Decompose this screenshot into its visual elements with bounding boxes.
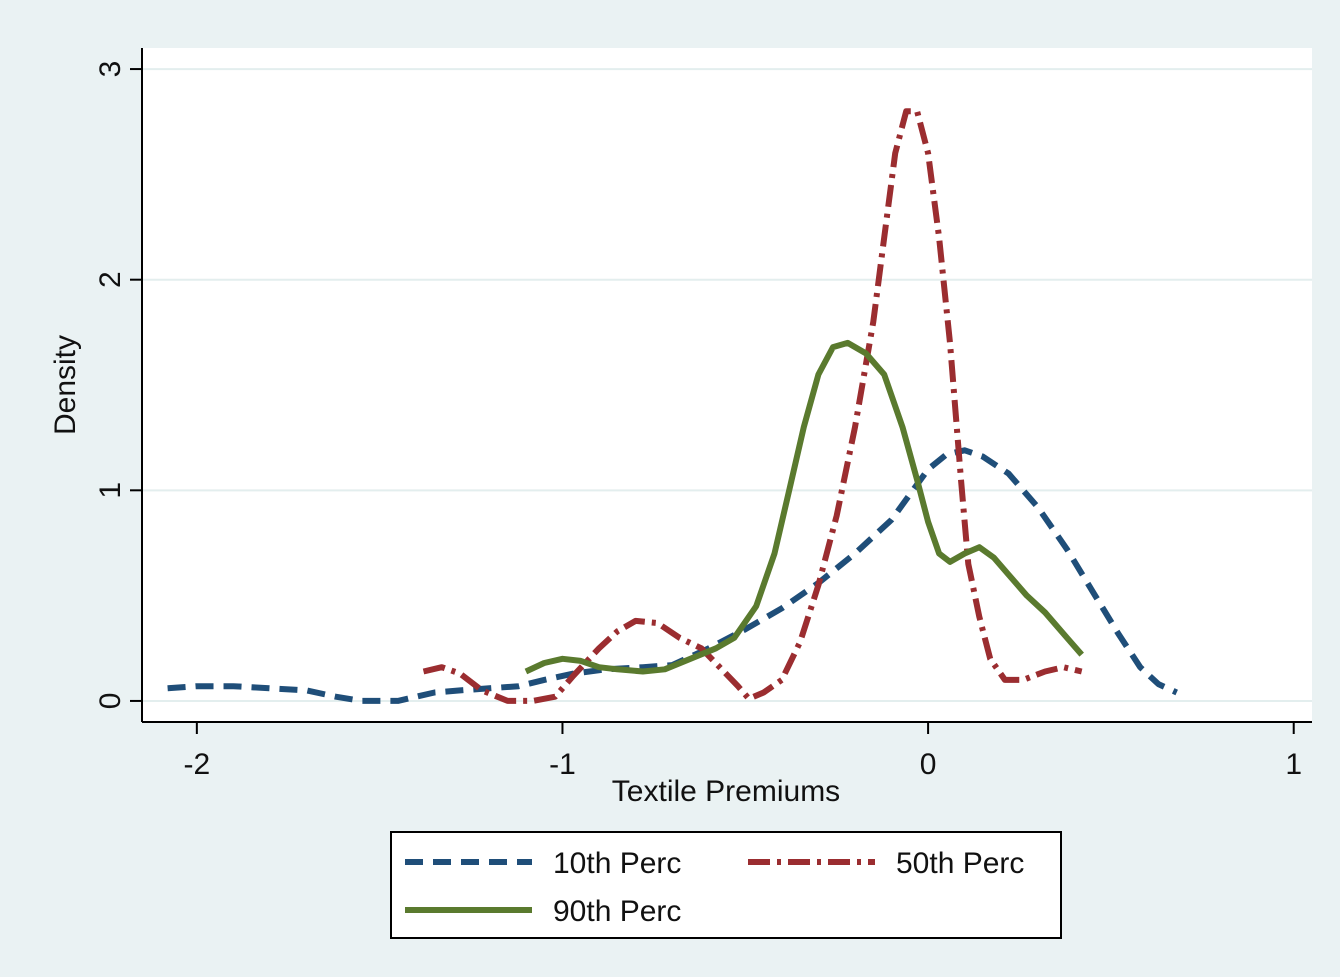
series-line-90th-perc [524, 339, 1084, 675]
series-line-10th-perc [167, 447, 1178, 704]
y-tick-label-2: 2 [94, 271, 127, 288]
legend-label-10th: 10th Perc [553, 847, 681, 880]
y-tick-label-3: 3 [94, 61, 127, 78]
x-axis-label: Textile Premiums [612, 775, 840, 808]
y-ticks: 0 1 2 3 [94, 61, 142, 710]
series-group [167, 108, 1178, 704]
grid-lines [142, 68, 1312, 702]
y-tick-label-0: 0 [94, 693, 127, 710]
y-tick-label-1: 1 [94, 482, 127, 499]
plot-area [142, 48, 1312, 722]
x-ticks: -2 -1 0 1 [184, 722, 1302, 781]
x-tick-label-1: -1 [549, 748, 576, 781]
x-tick-label-2: 0 [920, 748, 937, 781]
legend-label-90th: 90th Perc [553, 895, 681, 928]
y-axis-label: Density [49, 335, 82, 435]
x-tick-label-0: -2 [184, 748, 211, 781]
x-tick-label-3: 1 [1285, 748, 1302, 781]
series-line-50th-perc [422, 108, 1083, 704]
legend: 10th Perc 50th Perc 90th Perc [390, 831, 1062, 939]
legend-box [390, 831, 1062, 939]
legend-label-50th: 50th Perc [896, 847, 1024, 880]
axes [141, 48, 1312, 723]
